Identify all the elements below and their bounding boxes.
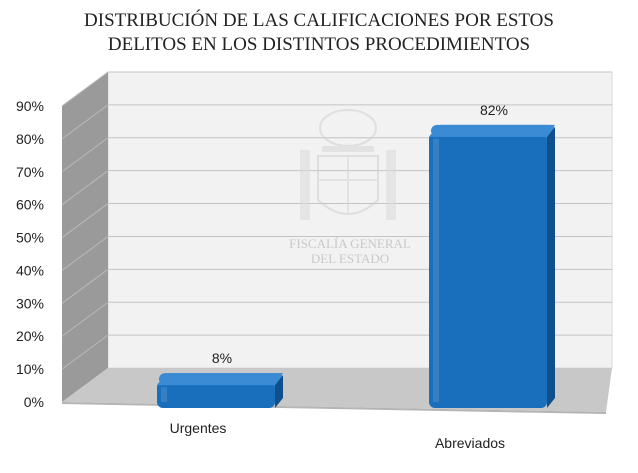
gridline-side-8 — [61, 104, 109, 140]
y-tick-label: 80% — [16, 131, 44, 147]
bar-abreviados — [429, 124, 555, 408]
gridline-side-4 — [61, 236, 109, 271]
coat-of-arms-icon — [300, 109, 396, 220]
bar-top-cap — [431, 124, 555, 137]
watermark-line-1: FISCALÍA GENERAL — [289, 236, 411, 251]
chart-title-line-2: DELITOS EN LOS DISTINTOS PROCEDIMIENTOS — [108, 34, 530, 55]
bar-highlight — [161, 387, 167, 402]
y-tick-label: 70% — [16, 164, 44, 180]
data-label: 8% — [212, 350, 232, 366]
bar-highlight — [433, 138, 439, 402]
y-tick-label: 0% — [24, 394, 44, 410]
y-tick-label: 30% — [16, 295, 44, 311]
bar-front — [429, 132, 547, 408]
data-label: 82% — [480, 102, 508, 118]
bar-side — [547, 126, 555, 408]
left-wall — [62, 72, 108, 402]
y-tick-label: 40% — [16, 262, 44, 278]
chart-title: DISTRIBUCIÓN DE LAS CALIFICACIONES POR E… — [84, 9, 554, 55]
gridline-side-1 — [61, 334, 109, 370]
y-tick-label: 60% — [16, 197, 44, 213]
y-tick-label: 50% — [16, 230, 44, 246]
bar-top-cap — [159, 373, 283, 386]
data-labels: 8% 82% — [212, 102, 508, 366]
gridline-side-7 — [61, 137, 109, 173]
category-label: Abreviados — [435, 435, 505, 451]
chart-title-line-1: DISTRIBUCIÓN DE LAS CALIFICACIONES POR E… — [84, 9, 554, 31]
gridline-side-9 — [61, 71, 109, 107]
gridline-side-5 — [61, 203, 109, 238]
category-label: Urgentes — [170, 420, 227, 436]
y-tick-label: 20% — [16, 328, 44, 344]
gridline-side-3 — [61, 268, 109, 304]
bar-urgentes — [157, 373, 283, 408]
category-labels: Urgentes Abreviados — [170, 420, 505, 451]
gridline-side-6 — [61, 170, 109, 206]
y-tick-label: 10% — [16, 361, 44, 377]
watermark-line-2: DEL ESTADO — [311, 251, 389, 266]
watermark: FISCALÍA GENERAL DEL ESTADO — [289, 109, 411, 266]
bar-front — [157, 381, 275, 408]
y-tick-label: 90% — [16, 98, 44, 114]
bar-side — [275, 375, 283, 408]
gridline-side-2 — [61, 301, 109, 337]
bars — [157, 124, 555, 408]
y-axis-ticks: 0% 10% 20% 30% 40% 50% 60% 70% 80% 90% — [16, 98, 44, 410]
